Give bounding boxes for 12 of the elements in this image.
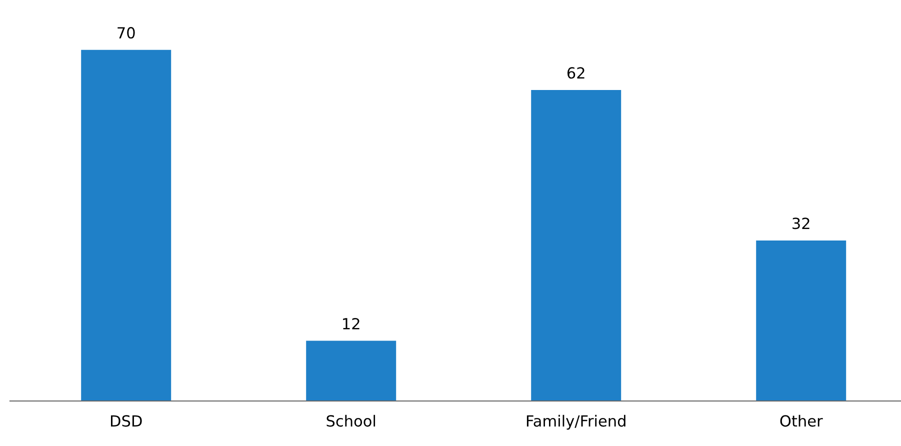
data-label: 32 [792,218,810,230]
bar [756,240,846,401]
data-label: 62 [567,67,584,79]
bar [81,50,172,401]
data-label: 70 [118,27,135,39]
bar [531,90,622,401]
x-tick-label: School [326,414,376,427]
bar [306,340,396,401]
x-tick-label: Other [780,414,823,427]
data-label: 12 [343,318,360,330]
x-tick-label: Family/Friend [526,414,626,430]
x-tick-label: DSD [110,415,142,427]
